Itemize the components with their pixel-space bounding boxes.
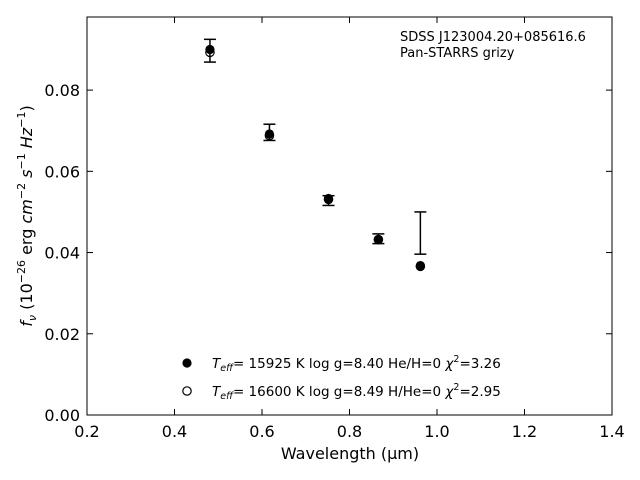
y-tick-label: 0.04: [44, 244, 80, 263]
legend-marker-open: [182, 386, 192, 396]
model-point-filled: [264, 129, 275, 139]
y-axis-title: fν (10−26 erg cm−2 s−1 Hz−1): [15, 105, 39, 326]
axes: 0.2 0.4 0.6 0.8 1.0 1.2 1.4 0.00 0.02 0.04 0.06 0.0…: [44, 16, 625, 441]
x-tick-label: 1.0: [424, 422, 449, 441]
y-tick-label: 0.02: [44, 325, 80, 344]
x-tick-label: 0.8: [337, 422, 362, 441]
legend-marker-filled: [182, 358, 192, 368]
x-tick-label: 0.2: [74, 422, 99, 441]
x-tick-label: 1.4: [599, 422, 624, 441]
y-tick-label: 0.08: [44, 81, 80, 100]
x-tick-label: 0.6: [249, 422, 274, 441]
annotation-object-name: SDSS J123004.20+085616.6: [400, 30, 586, 45]
x-tick-label: 1.2: [512, 422, 537, 441]
model-point-filled: [205, 44, 215, 55]
y-axis-title-text: fν (10−26 erg cm−2 s−1 Hz−1): [15, 105, 39, 326]
annotation-survey-name: Pan-STARRS grizy: [400, 46, 515, 61]
x-axis-title: Wavelength (μm): [281, 444, 419, 463]
x-tick-label: 0.4: [162, 422, 187, 441]
y-tick-label: 0.00: [44, 406, 80, 425]
model-point-filled: [373, 234, 383, 245]
legend-label-series-1: Teff= 15925 K log g=8.40 He/H=0 χ2=3.26: [212, 354, 501, 374]
legend: Teff= 15925 K log g=8.40 He/H=0 χ2=3.26 …: [182, 354, 501, 402]
model-point-filled: [415, 260, 425, 271]
y-tick-label: 0.06: [44, 162, 80, 181]
model-point-filled: [323, 193, 334, 204]
legend-label-series-2: Teff= 16600 K log g=8.49 H/He=0 χ2=2.95: [212, 382, 501, 402]
data-marks: [203, 38, 427, 272]
